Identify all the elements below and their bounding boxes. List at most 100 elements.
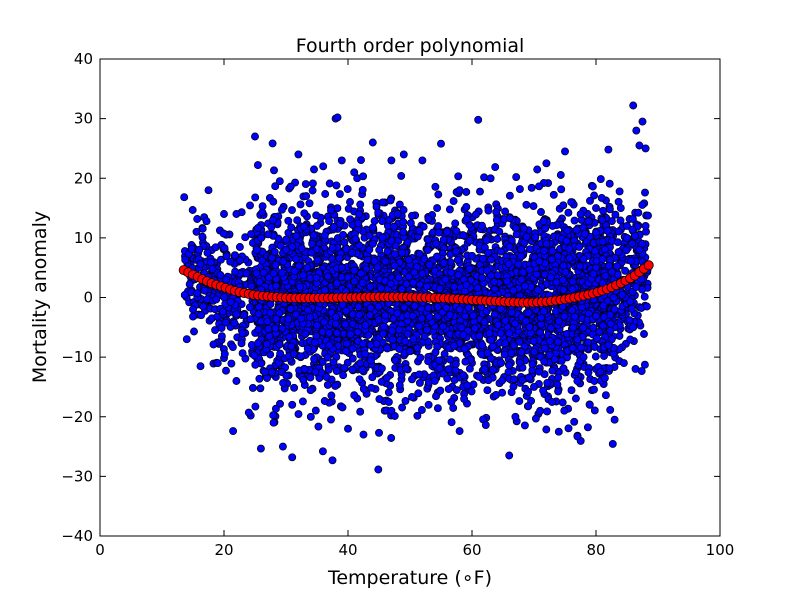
observation-point bbox=[211, 326, 220, 335]
observation-point bbox=[272, 314, 281, 323]
observation-point bbox=[482, 236, 491, 245]
observation-point bbox=[270, 247, 279, 256]
observation-point bbox=[397, 285, 406, 294]
observation-point bbox=[314, 422, 323, 431]
observation-point bbox=[339, 371, 348, 380]
observation-point bbox=[348, 248, 356, 257]
observation-point bbox=[222, 366, 230, 375]
observation-point bbox=[577, 343, 585, 352]
observation-point bbox=[196, 362, 205, 371]
observation-point bbox=[284, 315, 293, 324]
observation-point bbox=[524, 309, 533, 317]
observation-point bbox=[406, 347, 414, 356]
observation-point bbox=[354, 302, 363, 311]
observation-point bbox=[592, 263, 600, 272]
observation-point bbox=[431, 182, 440, 191]
observation-point bbox=[361, 349, 370, 358]
observation-point bbox=[462, 188, 471, 196]
observation-point bbox=[628, 225, 637, 234]
observation-point bbox=[483, 386, 492, 395]
observation-point bbox=[571, 368, 580, 376]
observation-point bbox=[515, 337, 524, 346]
observation-point bbox=[211, 243, 220, 252]
observation-point bbox=[546, 337, 554, 345]
observation-point bbox=[250, 351, 259, 360]
observation-point bbox=[452, 227, 461, 236]
observation-point bbox=[278, 268, 287, 277]
observation-point bbox=[213, 359, 222, 368]
observation-point bbox=[245, 303, 254, 312]
observation-point bbox=[596, 175, 605, 184]
observation-point bbox=[505, 214, 514, 223]
observation-point bbox=[439, 259, 448, 268]
observation-point bbox=[254, 223, 262, 232]
observation-point bbox=[434, 228, 443, 237]
observation-point bbox=[297, 314, 306, 323]
x-tick-label: 20 bbox=[214, 541, 233, 559]
observation-point bbox=[564, 424, 573, 433]
observation-point bbox=[487, 255, 496, 264]
observation-point bbox=[403, 329, 412, 338]
observation-point bbox=[258, 202, 267, 211]
observation-point bbox=[486, 174, 495, 183]
observation-point bbox=[388, 335, 397, 344]
observation-point bbox=[641, 221, 650, 230]
observation-point bbox=[261, 368, 270, 376]
observation-point bbox=[217, 332, 226, 341]
observation-point bbox=[563, 226, 572, 235]
y-tick-label: −40 bbox=[61, 527, 93, 545]
observation-point bbox=[320, 286, 329, 295]
observation-point bbox=[564, 208, 573, 217]
observation-point bbox=[572, 225, 581, 234]
observation-point bbox=[515, 397, 524, 406]
observation-point bbox=[600, 374, 609, 383]
observation-point bbox=[604, 145, 613, 154]
observation-point bbox=[554, 387, 563, 396]
observation-point bbox=[393, 309, 402, 318]
observation-point bbox=[605, 205, 614, 214]
observation-point bbox=[590, 406, 599, 415]
observation-point bbox=[331, 313, 340, 322]
observation-point bbox=[318, 327, 327, 336]
observation-point bbox=[336, 219, 345, 228]
observation-point bbox=[485, 329, 494, 338]
observation-point bbox=[226, 298, 235, 306]
observation-point bbox=[375, 428, 383, 437]
observation-point bbox=[235, 243, 244, 251]
observation-point bbox=[444, 385, 453, 394]
observation-point bbox=[432, 252, 441, 261]
observation-point bbox=[366, 341, 375, 349]
observation-point bbox=[601, 391, 610, 400]
observation-point bbox=[188, 206, 197, 214]
observation-point bbox=[640, 360, 649, 369]
observation-point bbox=[592, 312, 601, 320]
observation-point bbox=[226, 257, 235, 266]
observation-point bbox=[255, 303, 264, 312]
observation-point bbox=[627, 257, 635, 265]
observation-point bbox=[424, 214, 433, 223]
observation-point bbox=[302, 192, 311, 201]
observation-point bbox=[365, 311, 374, 320]
observation-point bbox=[189, 305, 197, 314]
observation-point bbox=[420, 332, 429, 341]
observation-point bbox=[180, 193, 189, 202]
observation-point bbox=[251, 193, 260, 202]
observation-point bbox=[584, 338, 593, 347]
observation-point bbox=[505, 242, 514, 251]
observation-point bbox=[455, 305, 464, 314]
observation-point bbox=[305, 199, 314, 208]
observation-point bbox=[616, 216, 625, 225]
observation-point bbox=[378, 233, 387, 242]
observation-point bbox=[217, 324, 226, 332]
x-axis-label: Temperature (∘F) bbox=[327, 567, 492, 589]
observation-point bbox=[208, 265, 217, 273]
observation-point bbox=[434, 190, 443, 199]
observation-point bbox=[436, 386, 445, 395]
observation-point bbox=[275, 177, 284, 186]
observation-point bbox=[536, 328, 545, 337]
observation-point bbox=[325, 341, 334, 350]
observation-point bbox=[629, 323, 638, 332]
observation-point bbox=[331, 319, 340, 328]
observation-point bbox=[561, 147, 569, 156]
